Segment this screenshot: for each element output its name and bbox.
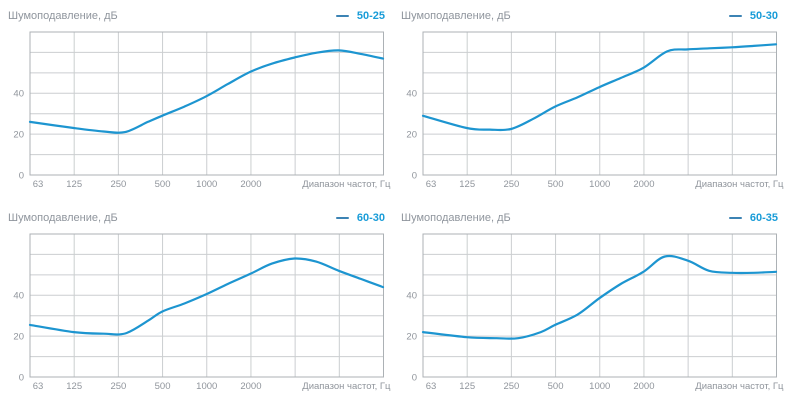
x-tick-label: 2000: [240, 381, 261, 392]
plot-border: [422, 233, 777, 378]
y-tick-label: 0: [19, 170, 24, 181]
plot-area: 0 20 40 63 125 250 500 1000 2000 Диапазон частот,…: [13, 31, 391, 190]
y-tick-label: 20: [406, 332, 417, 343]
x-tick-label: 500: [548, 179, 564, 190]
legend: 60-30: [335, 212, 385, 224]
x-tick-label: 250: [503, 381, 519, 392]
chart-title: Шумоподавление, дБ: [401, 10, 511, 22]
x-tick-label: 2000: [240, 179, 261, 190]
legend-label: 60-35: [749, 212, 778, 224]
x-tick-label: 1000: [589, 381, 610, 392]
chart-title: Шумоподавление, дБ: [8, 212, 118, 224]
chart-title: Шумоподавление, дБ: [8, 10, 118, 22]
chart-header: Шумоподавление, дБ 50-25: [8, 7, 385, 25]
legend: 50-25: [335, 10, 385, 22]
x-tick-label: 125: [66, 381, 82, 392]
x-tick-label: 2000: [633, 179, 654, 190]
series-line: [421, 43, 778, 132]
legend-line-icon: [728, 216, 742, 220]
plot-border: [29, 233, 384, 378]
x-tick-label: 250: [110, 179, 126, 190]
y-tick-label: 0: [412, 372, 417, 383]
legend: 60-35: [728, 212, 778, 224]
y-tick-label: 40: [406, 291, 417, 302]
series-line: [421, 254, 778, 340]
x-tick-label: 250: [110, 381, 126, 392]
y-tick-label: 0: [19, 372, 24, 383]
x-tick-label: 63: [33, 381, 44, 392]
x-tick-label: 1000: [589, 179, 610, 190]
legend-label: 60-30: [356, 212, 385, 224]
y-tick-label: 40: [13, 89, 24, 100]
x-tick-label: 1000: [196, 179, 217, 190]
y-tick-label: 20: [13, 332, 24, 343]
x-tick-label: 250: [503, 179, 519, 190]
chart-panel-60-30: Шумоподавление, дБ 60-30 0 20 40 63 125 250 50…: [0, 202, 392, 403]
y-tick-label: 40: [406, 89, 417, 100]
chart-header: Шумоподавление, дБ 50-30: [401, 7, 778, 25]
series-line: [28, 257, 385, 336]
x-axis-title: Диапазон частот, Гц: [695, 381, 784, 392]
x-tick-label: 63: [426, 179, 437, 190]
plot-area: 0 20 40 63 125 250 500 1000 2000 Диапазон частот,…: [406, 31, 784, 190]
x-tick-label: 2000: [633, 381, 654, 392]
chart-panel-60-35: Шумоподавление, дБ 60-35 0 20 40 63 125 250 50…: [393, 202, 785, 403]
x-tick-label: 500: [155, 381, 171, 392]
y-tick-label: 0: [412, 170, 417, 181]
plot-area: 0 20 40 63 125 250 500 1000 2000 Диапазон частот,…: [13, 233, 391, 392]
y-tick-label: 40: [13, 291, 24, 302]
chart-header: Шумоподавление, дБ 60-30: [8, 209, 385, 227]
x-tick-label: 500: [155, 179, 171, 190]
y-tick-label: 20: [13, 130, 24, 141]
x-tick-label: 125: [459, 179, 475, 190]
plot-area: 0 20 40 63 125 250 500 1000 2000 Диапазон частот,…: [406, 233, 784, 392]
x-tick-label: 63: [426, 381, 437, 392]
y-tick-label: 20: [406, 130, 417, 141]
legend-line-icon: [335, 14, 349, 18]
plot-border: [29, 31, 384, 176]
x-tick-label: 125: [459, 381, 475, 392]
x-tick-label: 1000: [196, 381, 217, 392]
legend: 50-30: [728, 10, 778, 22]
legend-label: 50-30: [749, 10, 778, 22]
legend-line-icon: [728, 14, 742, 18]
chart-panel-50-25: Шумоподавление, дБ 50-25 0 20 40 63 125 250 50…: [0, 0, 392, 201]
series-line: [28, 49, 385, 134]
x-tick-label: 125: [66, 179, 82, 190]
chart-header: Шумоподавление, дБ 60-35: [401, 209, 778, 227]
x-tick-label: 63: [33, 179, 44, 190]
legend-label: 50-25: [356, 10, 385, 22]
x-axis-title: Диапазон частот, Гц: [302, 381, 391, 392]
x-axis-title: Диапазон частот, Гц: [695, 179, 784, 190]
legend-line-icon: [335, 216, 349, 220]
chart-title: Шумоподавление, дБ: [401, 212, 511, 224]
plot-border: [422, 31, 777, 176]
chart-panel-50-30: Шумоподавление, дБ 50-30 0 20 40 63 125 250 50…: [393, 0, 785, 201]
x-tick-label: 500: [548, 381, 564, 392]
x-axis-title: Диапазон частот, Гц: [302, 179, 391, 190]
